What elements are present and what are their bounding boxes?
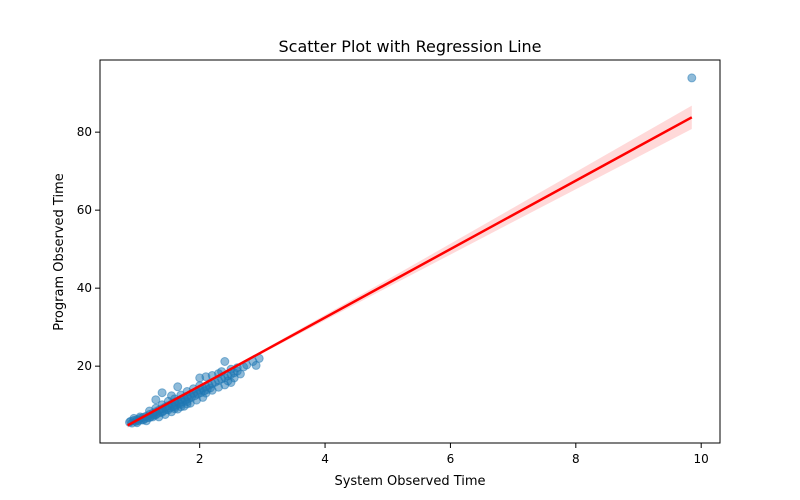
y-tick-label: 40 — [77, 281, 92, 295]
scatter-point — [157, 388, 167, 398]
x-axis-label: System Observed Time — [334, 474, 485, 489]
plot-frame — [99, 59, 721, 444]
scatter-point — [173, 382, 183, 392]
x-tick-label: 8 — [572, 452, 580, 466]
x-tick-label: 10 — [694, 452, 709, 466]
y-axis-label: Program Observed Time — [52, 173, 67, 330]
y-tick-label: 60 — [77, 203, 92, 217]
scatter-point — [141, 416, 151, 426]
scatter-point — [235, 369, 245, 379]
x-tick-label: 4 — [321, 452, 329, 466]
scatter-point — [151, 395, 161, 405]
y-axis-ticks: 20 40 60 80 — [77, 125, 100, 373]
scatter-point — [220, 357, 230, 366]
x-axis-ticks: 2 4 6 8 10 — [196, 443, 709, 466]
points-layer — [125, 73, 697, 428]
scatter-point — [687, 73, 697, 83]
scatter-point — [167, 391, 176, 401]
x-tick-label: 6 — [447, 452, 455, 466]
y-tick-label: 20 — [77, 359, 92, 373]
regression-line-layer — [127, 116, 693, 427]
chart-title: Scatter Plot with Regression Line — [278, 37, 541, 56]
x-tick-label: 2 — [196, 452, 204, 466]
scatter-point — [182, 399, 192, 409]
regression-line — [127, 116, 693, 427]
y-tick-label: 80 — [77, 125, 92, 139]
